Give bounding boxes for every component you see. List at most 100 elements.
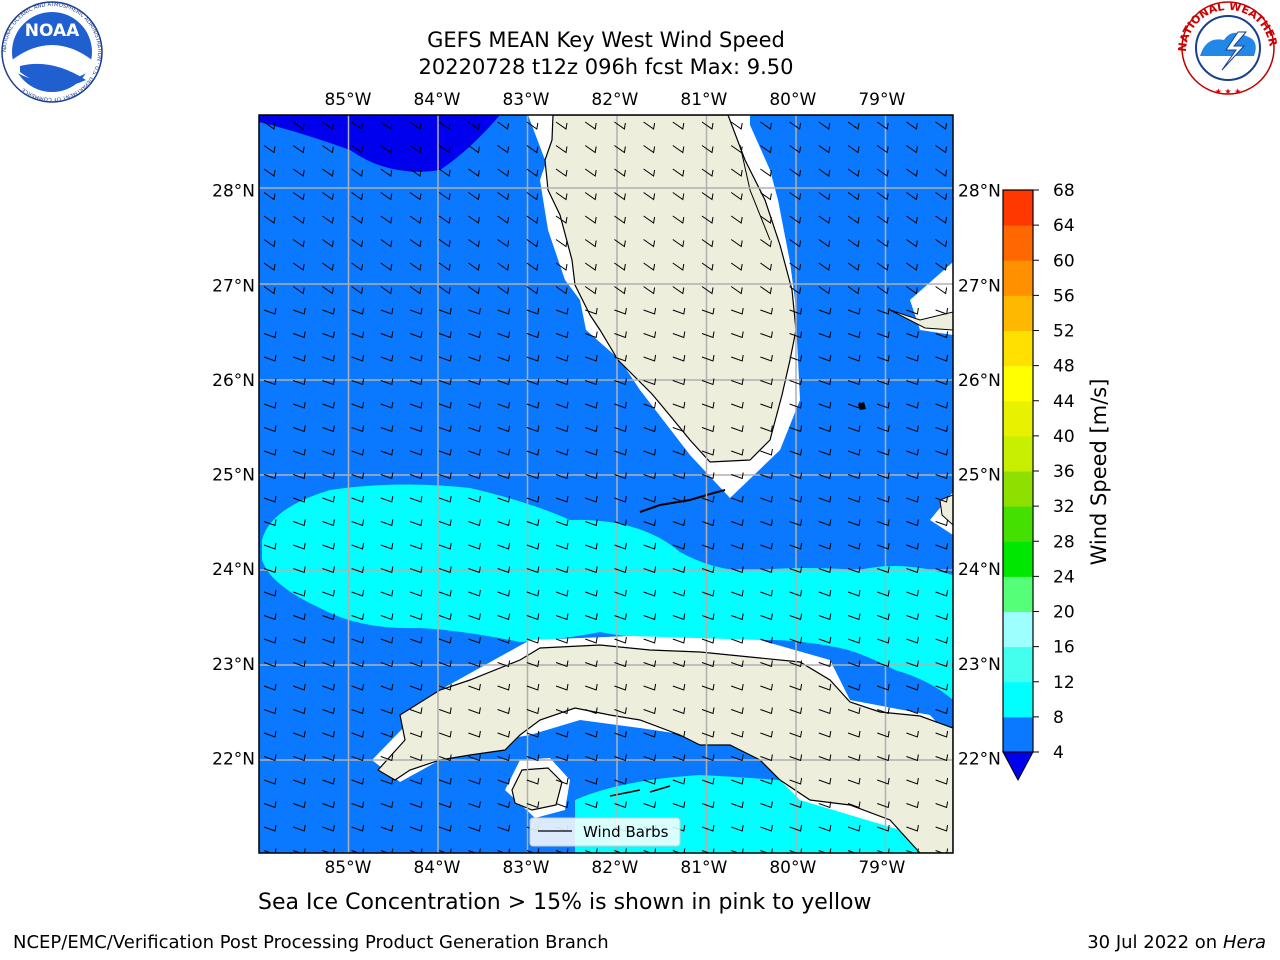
wind-barb: [760, 495, 773, 503]
wind-barb: [351, 215, 364, 224]
wind-barb: [526, 472, 540, 480]
wind-barb: [730, 192, 743, 201]
wind-barb: [672, 121, 685, 130]
nws-logo: NATIONAL WEATHER SERVICE ★ ★ ★: [0, 0, 1280, 96]
wind-barb: [731, 777, 744, 785]
wind-barb: [585, 307, 598, 315]
wind-barb: [322, 378, 335, 386]
wind-barb: [497, 448, 511, 456]
wind-barb: [730, 168, 743, 177]
wind-barb: [643, 354, 657, 362]
wind-barb: [468, 848, 481, 853]
florida-lagoon: [739, 144, 771, 241]
wind-barb: [409, 707, 423, 715]
wind-barb: [351, 660, 365, 668]
wind-barb: [818, 192, 831, 201]
wind-barb: [497, 613, 511, 621]
wind-barb: [292, 168, 305, 177]
wind-barb: [497, 848, 511, 853]
wind-barb: [701, 848, 715, 853]
lat-label-left: 24°N: [212, 560, 255, 580]
colorbar: 68 64 60 56 52 48 44 40 36 32 28 24 20 16 12 8 4: [1002, 181, 1075, 782]
wind-barb: [322, 192, 334, 201]
wind-barb: [876, 121, 889, 130]
wind-barb: [526, 589, 540, 597]
wind-barb: [672, 331, 686, 339]
wind-barb: [409, 848, 423, 853]
wind-barb: [672, 730, 686, 738]
wind-barb: [409, 215, 422, 224]
colorbar-tick-label: 24: [1053, 567, 1075, 587]
wind-barb: [789, 215, 802, 224]
wind-barb: [409, 613, 423, 621]
lon-label-top: 83°W: [502, 90, 549, 110]
wind-barb: [760, 542, 773, 550]
wind-barb: [877, 754, 890, 762]
wind-barb: [585, 801, 598, 809]
wind-barb: [643, 286, 656, 295]
legend-label: Wind Barbs: [583, 823, 669, 841]
wind-barb: [760, 824, 773, 832]
wind-barb: [497, 495, 511, 503]
wind-barb: [643, 707, 657, 715]
wind-barb: [585, 448, 598, 456]
map-frame: [258, 114, 954, 854]
wind-barb: [789, 495, 803, 503]
wind-barb: [322, 448, 335, 456]
wind-barb: [409, 472, 423, 480]
wind-barb: [672, 660, 686, 668]
wind-barb: [818, 401, 832, 409]
wind-barb: [701, 801, 715, 809]
wind-barb: [877, 472, 890, 480]
wind-barb: [526, 448, 540, 456]
wind-barb: [643, 472, 657, 480]
wind-barb: [380, 730, 394, 738]
wind-barb: [263, 307, 277, 315]
wind-barb: [322, 495, 335, 503]
wind-barb: [818, 262, 831, 271]
wind-barb: [614, 777, 627, 785]
wind-barb: [380, 660, 394, 668]
wind-barb: [877, 542, 890, 550]
lon-label-top: 81°W: [680, 90, 727, 110]
wind-barb: [877, 448, 890, 456]
wind-barb: [935, 519, 949, 527]
wind-barb: [935, 730, 949, 738]
colorbar-segment: [1003, 225, 1033, 261]
wind-barb: [468, 215, 480, 224]
wind-barb: [906, 262, 918, 271]
wind-barb: [322, 754, 335, 762]
wind-barb: [585, 848, 598, 853]
wind-barb: [847, 519, 861, 527]
wind-barb: [614, 472, 627, 480]
wind-barb: [380, 239, 393, 248]
wind-barb: [526, 239, 539, 248]
wind-barb: [818, 848, 832, 853]
wind-barb: [701, 589, 715, 597]
wind-barb: [322, 239, 334, 248]
wind-barb: [731, 401, 744, 409]
wind-barb: [263, 192, 276, 201]
wind-barb: [614, 121, 626, 130]
wind-barb: [585, 354, 598, 362]
wind-barb: [409, 730, 423, 738]
noaa-logo-text: NOAA: [25, 21, 80, 41]
wind-barb: [293, 777, 306, 785]
wind-barb: [731, 472, 744, 480]
wind-barb: [789, 519, 803, 527]
wind-barb: [380, 777, 394, 785]
wind-barb: [789, 683, 803, 691]
wind-barb: [555, 286, 568, 295]
lon-label-bottom: 82°W: [591, 858, 638, 878]
wind-barb: [555, 777, 569, 785]
wind-barb: [526, 707, 540, 715]
colorbar-tick-label: 48: [1053, 357, 1075, 377]
wind-barb: [497, 519, 511, 527]
colorbar-tick-label: 52: [1053, 322, 1075, 342]
wind-barb: [614, 660, 627, 668]
wind-barb: [293, 754, 306, 762]
wind-barb: [468, 472, 481, 480]
nws-ring-text: NATIONAL WEATHER SERVICE: [0, 0, 1280, 52]
wind-barb: [584, 121, 597, 130]
wind-barb: [555, 613, 569, 621]
